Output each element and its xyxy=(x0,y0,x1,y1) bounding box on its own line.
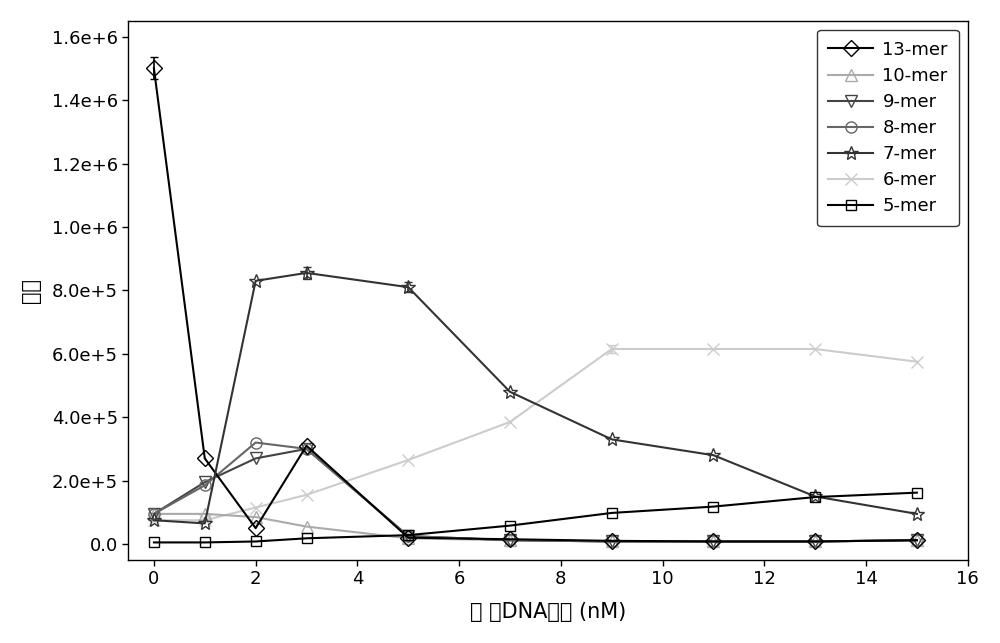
9-mer xyxy=(148,510,160,518)
5-mer xyxy=(911,489,923,496)
5-mer xyxy=(707,503,719,511)
13-mer xyxy=(911,536,923,544)
7-mer xyxy=(606,435,618,443)
10-mer xyxy=(250,513,262,521)
6-mer xyxy=(199,516,211,524)
6-mer xyxy=(504,418,516,426)
8-mer xyxy=(199,482,211,489)
6-mer xyxy=(911,358,923,366)
7-mer xyxy=(148,516,160,524)
13-mer xyxy=(504,536,516,543)
7-mer xyxy=(250,277,262,285)
9-mer xyxy=(402,532,414,540)
10-mer xyxy=(707,538,719,545)
5-mer xyxy=(148,539,160,547)
Line: 10-mer: 10-mer xyxy=(148,509,922,547)
13-mer xyxy=(250,524,262,532)
13-mer xyxy=(301,442,313,449)
8-mer xyxy=(707,538,719,545)
7-mer xyxy=(402,284,414,291)
5-mer xyxy=(504,521,516,529)
10-mer xyxy=(301,523,313,530)
7-mer xyxy=(809,493,821,500)
8-mer xyxy=(504,536,516,544)
9-mer xyxy=(809,538,821,545)
13-mer xyxy=(606,537,618,545)
6-mer xyxy=(606,345,618,353)
8-mer xyxy=(606,538,618,545)
6-mer xyxy=(707,345,719,353)
7-mer xyxy=(301,269,313,276)
10-mer xyxy=(148,510,160,518)
6-mer xyxy=(250,503,262,511)
Line: 8-mer: 8-mer xyxy=(148,437,922,547)
Line: 13-mer: 13-mer xyxy=(148,63,922,547)
7-mer xyxy=(707,451,719,459)
5-mer xyxy=(301,534,313,542)
9-mer xyxy=(250,455,262,462)
Y-axis label: 强度: 强度 xyxy=(21,278,41,303)
9-mer xyxy=(606,538,618,545)
10-mer xyxy=(199,510,211,518)
13-mer xyxy=(809,538,821,545)
13-mer xyxy=(402,534,414,541)
Line: 5-mer: 5-mer xyxy=(149,488,922,547)
10-mer xyxy=(402,534,414,542)
Legend: 13-mer, 10-mer, 9-mer, 8-mer, 7-mer, 6-mer, 5-mer: 13-mer, 10-mer, 9-mer, 8-mer, 7-mer, 6-m… xyxy=(817,30,959,226)
5-mer xyxy=(250,538,262,545)
7-mer xyxy=(504,388,516,395)
8-mer xyxy=(911,536,923,544)
9-mer xyxy=(504,536,516,544)
Line: 7-mer: 7-mer xyxy=(147,266,924,530)
6-mer xyxy=(301,491,313,499)
7-mer xyxy=(199,520,211,527)
13-mer xyxy=(199,455,211,462)
5-mer xyxy=(402,531,414,539)
13-mer xyxy=(148,64,160,72)
5-mer xyxy=(606,509,618,517)
9-mer xyxy=(301,445,313,453)
10-mer xyxy=(809,538,821,545)
X-axis label: 目 标DNA浓度 (nM): 目 标DNA浓度 (nM) xyxy=(470,602,626,622)
8-mer xyxy=(809,538,821,545)
10-mer xyxy=(911,536,923,544)
Line: 6-mer: 6-mer xyxy=(148,343,923,527)
8-mer xyxy=(402,532,414,540)
5-mer xyxy=(809,493,821,501)
9-mer xyxy=(199,478,211,486)
9-mer xyxy=(707,538,719,545)
Line: 9-mer: 9-mer xyxy=(148,443,922,547)
6-mer xyxy=(402,456,414,464)
6-mer xyxy=(148,516,160,524)
8-mer xyxy=(250,439,262,446)
7-mer xyxy=(911,510,923,518)
9-mer xyxy=(911,536,923,544)
6-mer xyxy=(809,345,821,353)
5-mer xyxy=(199,539,211,547)
8-mer xyxy=(148,510,160,518)
8-mer xyxy=(301,445,313,453)
10-mer xyxy=(606,538,618,545)
10-mer xyxy=(504,536,516,544)
13-mer xyxy=(707,538,719,545)
